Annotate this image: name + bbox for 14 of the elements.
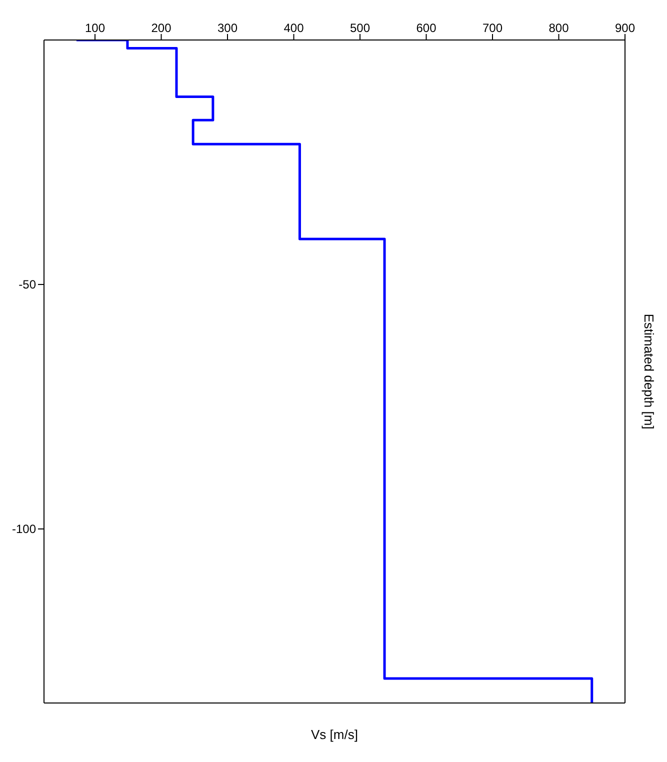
x-tick-label: 900 — [614, 21, 636, 35]
x-tick-label: 600 — [416, 21, 437, 35]
line-series — [75, 40, 594, 703]
y-axis-title: Estimated depth [m] — [641, 314, 656, 430]
x-tick-label: 100 — [84, 21, 106, 35]
x-tick-label: 500 — [350, 21, 370, 35]
y-tick-label: -50 — [18, 278, 36, 292]
x-tick-label: 800 — [548, 21, 570, 35]
x-tick-label: 200 — [151, 21, 172, 35]
x-axis-title: Vs [m/s] — [311, 727, 358, 742]
x-tick-label: 700 — [482, 21, 503, 35]
y-tick-label: -100 — [12, 522, 36, 536]
x-tick-label: 400 — [284, 21, 304, 35]
x-tick-label: 300 — [217, 21, 238, 35]
